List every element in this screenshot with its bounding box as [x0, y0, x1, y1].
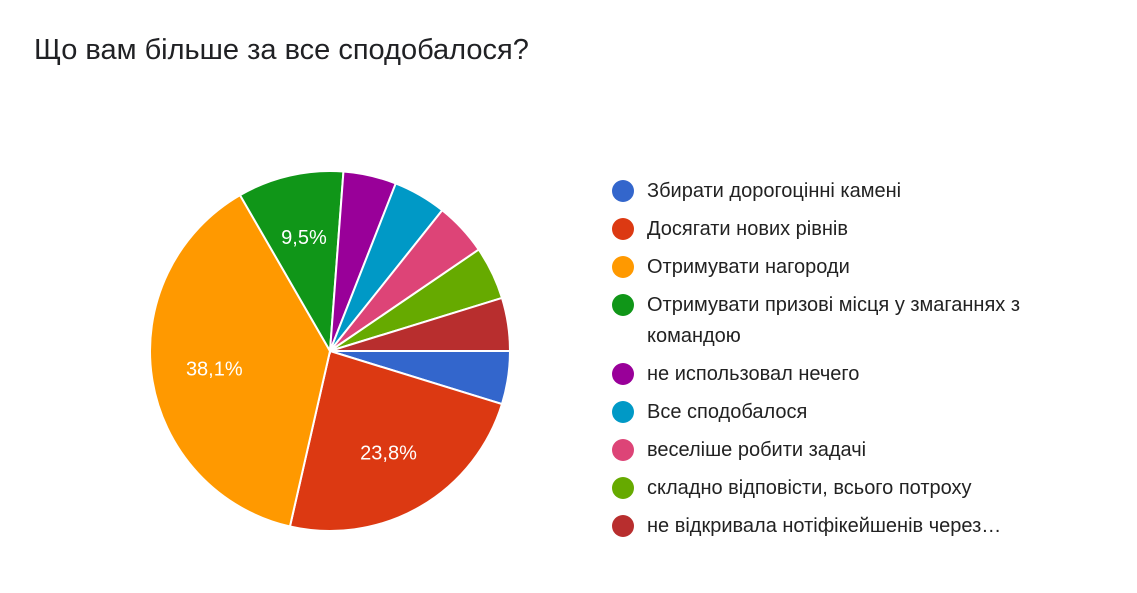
legend-swatch-icon — [612, 256, 634, 278]
legend-item[interactable]: не відкривала нотіфікейшенів через… — [612, 511, 1087, 542]
legend-item[interactable]: Все сподобалося — [612, 397, 1087, 428]
legend-label: Все сподобалося — [647, 401, 808, 423]
legend-label: Збирати дорогоцінні камені — [647, 180, 902, 202]
pie-slice[interactable] — [149, 193, 332, 528]
legend-label: Отримувати нагороди — [647, 256, 850, 278]
slice-percent-label: 23,8% — [360, 442, 417, 464]
legend-label: веселіше робити задачі — [647, 439, 867, 461]
legend-swatch-icon — [612, 515, 634, 537]
legend-swatch-icon — [612, 363, 634, 385]
legend: Збирати дорогоцінні камені Досягати нових… — [612, 176, 1087, 549]
pie-chart: 23,8% 38,1% 9,5% — [149, 170, 512, 532]
legend-item[interactable]: Досягати нових рівнів — [612, 214, 1087, 245]
chart-title: Що вам більше за все сподобалося? — [34, 34, 529, 66]
legend-swatch-icon — [612, 439, 634, 461]
legend-label: складно відповісти, всього потроху — [647, 477, 972, 499]
legend-item[interactable]: не использовал нечего — [612, 359, 1087, 390]
legend-item[interactable]: Збирати дорогоцінні камені — [612, 176, 1087, 207]
legend-swatch-icon — [612, 477, 634, 499]
legend-item[interactable]: Отримувати нагороди — [612, 252, 1087, 283]
pie-slice[interactable] — [238, 170, 345, 355]
legend-item[interactable]: веселіше робити задачі — [612, 435, 1087, 466]
legend-swatch-icon — [612, 294, 634, 316]
legend-label: не відкривала нотіфікейшенів через… — [647, 515, 1002, 537]
legend-label: не использовал нечего — [647, 363, 860, 385]
legend-label: Досягати нових рівнів — [647, 218, 848, 240]
pie-slice[interactable] — [329, 296, 512, 352]
legend-label: Отримувати призові місця у змаганнях з к… — [647, 294, 1021, 347]
legend-item[interactable]: Отримувати призові місця у змаганнях з к… — [612, 290, 1087, 352]
slice-percent-label: 9,5% — [281, 227, 327, 249]
legend-swatch-icon — [612, 218, 634, 240]
pie-slice[interactable] — [288, 349, 504, 532]
legend-item[interactable]: складно відповісти, всього потроху — [612, 473, 1087, 504]
slice-percent-label: 38,1% — [186, 358, 243, 380]
legend-swatch-icon — [612, 180, 634, 202]
legend-swatch-icon — [612, 401, 634, 423]
